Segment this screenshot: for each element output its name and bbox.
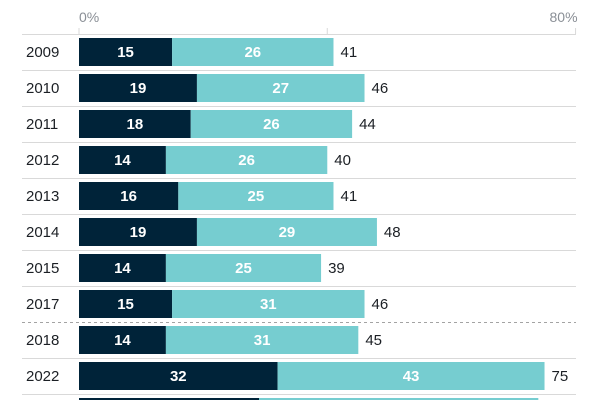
bar-segment-2-label: 25 [248,188,265,205]
bar-total-label: 39 [328,260,345,277]
chart-row-2012: 2012 14 26 40 [22,146,576,179]
bar-segment-2 [277,362,545,390]
chart-rows: 2009 15 26 41 2010 19 27 46 2011 18 26 44 2012 14 26 40… [22,38,576,400]
bar-segment-1 [79,398,260,400]
bar-segment-1-label: 15 [117,296,134,313]
bar-segment-2 [196,218,377,246]
chart-row-2014: 2014 19 29 48 [22,218,576,251]
bar-segment-1-label: 18 [127,116,144,133]
chart-row-2017: 2017 15 31 46 [22,290,576,323]
bar-segment-2 [172,290,365,318]
category-label: 2022 [26,368,59,385]
bar-segment-2 [165,326,359,354]
bar-segment-2-label: 43 [403,368,420,385]
bar-segment-1-label: 32 [170,368,187,385]
bar-segment-2-label: 26 [238,152,255,169]
bar-segment-1 [79,74,197,102]
x-axis: 0% 80% [22,9,578,35]
chart-row-2022: 2022 32 43 75 [22,362,576,395]
bar-segment-2-label: 31 [260,296,277,313]
bar-segment-1-label: 14 [114,260,131,277]
bar-segment-1 [79,362,278,390]
bar-segment-1 [79,38,173,66]
bar-segment-2 [178,182,334,210]
bar-segment-2 [172,38,334,66]
bar-segment-2-label: 26 [263,116,280,133]
chart-row-2015: 2015 14 25 39 [22,254,576,287]
bar-segment-1 [79,326,166,354]
bar-segment-1-label: 16 [120,188,137,205]
bar-total-label: 48 [384,224,401,241]
bar-segment-1 [79,218,197,246]
bar-total-label: 46 [372,80,389,97]
category-label: 2012 [26,152,59,169]
chart-row-2011: 2011 18 26 44 [22,110,576,143]
chart-row-partial [79,398,539,400]
bar-segment-2-label: 29 [279,224,296,241]
category-label: 2015 [26,260,59,277]
bar-segment-1-label: 19 [130,80,147,97]
category-label: 2010 [26,80,59,97]
bar-segment-2 [259,398,539,400]
bar-total-label: 44 [359,116,376,133]
bar-segment-2-label: 31 [254,332,271,349]
bar-segment-2 [165,146,328,174]
bar-segment-1-label: 14 [114,152,131,169]
chart-row-2018: 2018 14 31 45 [22,326,576,359]
bar-segment-1 [79,254,166,282]
bar-segment-1-label: 19 [130,224,147,241]
category-label: 2017 [26,296,59,313]
bar-total-label: 41 [340,44,357,61]
chart-row-2009: 2009 15 26 41 [22,38,576,71]
chart-row-2010: 2010 19 27 46 [22,74,576,107]
category-label: 2018 [26,332,59,349]
category-label: 2011 [26,116,58,133]
x-tick-label: 80% [550,9,578,25]
bar-total-label: 40 [334,152,351,169]
bar-total-label: 75 [552,368,569,385]
chart-row-2013: 2013 16 25 41 [22,182,576,215]
bar-total-label: 41 [340,188,357,205]
bar-segment-2-label: 25 [235,260,252,277]
category-label: 2009 [26,44,59,61]
bar-segment-2 [190,110,353,138]
bar-segment-1 [79,290,173,318]
category-label: 2013 [26,188,59,205]
bar-segment-1-label: 15 [117,44,134,61]
bar-segment-2 [196,74,365,102]
bar-segment-1-label: 14 [114,332,131,349]
bar-segment-1 [79,146,166,174]
bar-segment-1 [79,110,191,138]
bar-segment-2-label: 26 [244,44,261,61]
category-label: 2014 [26,224,59,241]
bar-total-label: 45 [365,332,382,349]
x-tick-label: 0% [79,9,99,25]
bar-segment-2-label: 27 [272,80,289,97]
bar-segment-2 [165,254,322,282]
bar-total-label: 46 [372,296,389,313]
bar-segment-1 [79,182,179,210]
